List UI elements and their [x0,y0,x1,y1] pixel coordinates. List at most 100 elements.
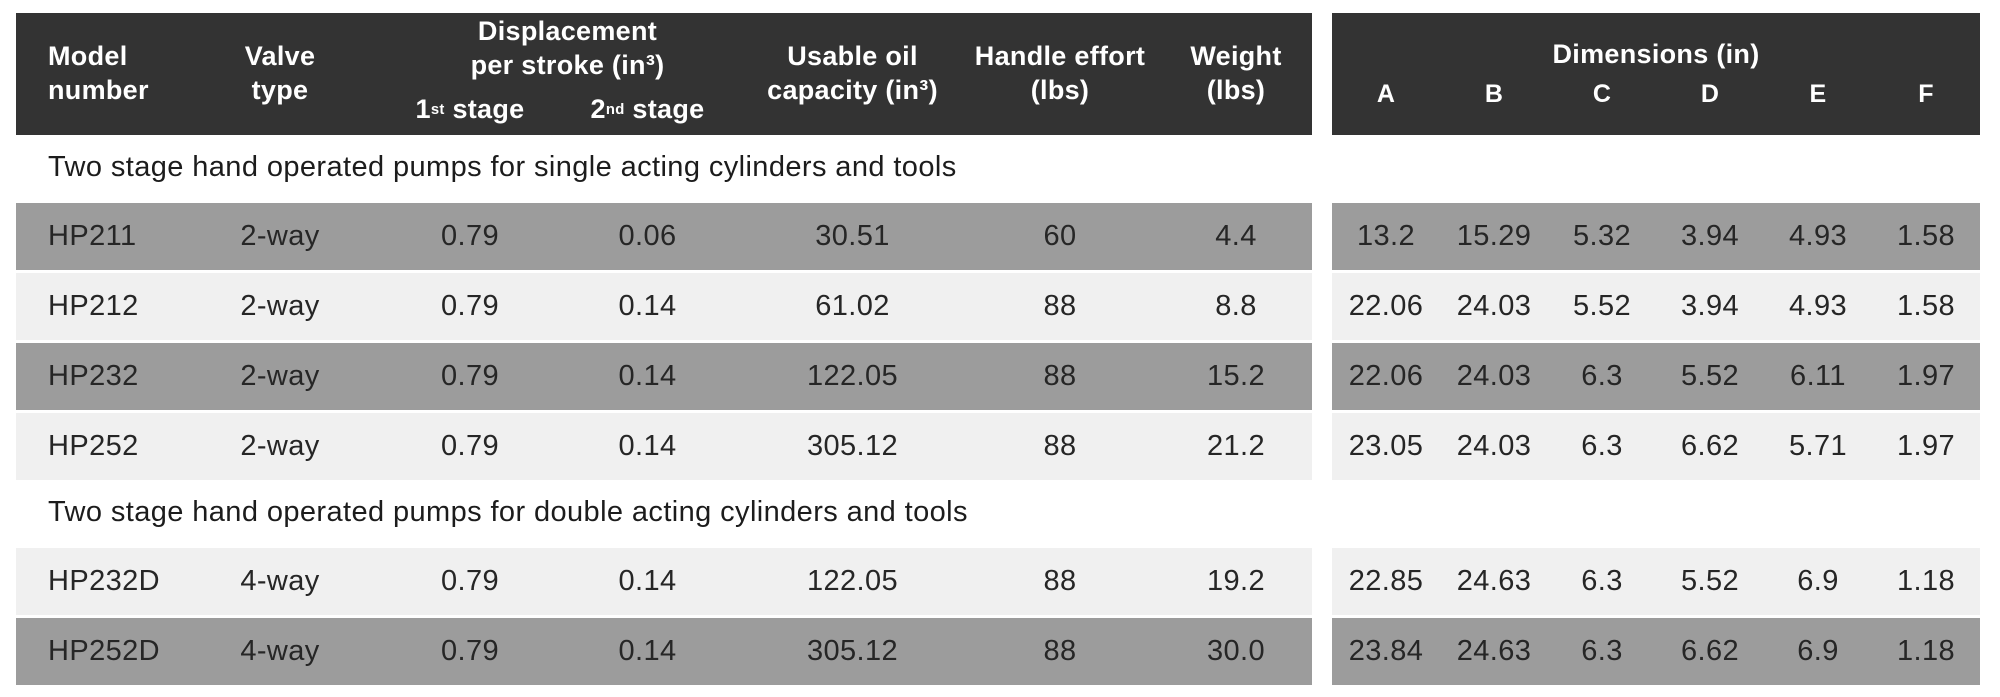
cell-dim-b: 24.63 [1440,618,1548,685]
cell-dim-a: 23.05 [1332,413,1440,480]
cell-weight: 8.8 [1160,273,1312,340]
cell-weight: 4.4 [1160,203,1312,270]
cell-capacity: 122.05 [745,548,960,615]
table-row: HP232 2-way 0.79 0.14 122.05 88 15.2 22.06 24.03… [16,343,1980,410]
section-title: Two stage hand operated pumps for single… [16,135,1980,200]
cell-dim-d: 3.94 [1656,203,1764,270]
cell-stage1: 0.79 [390,203,550,270]
cell-stage1: 0.79 [390,618,550,685]
cell-stage2: 0.06 [550,203,745,270]
cell-dim-d: 3.94 [1656,273,1764,340]
cell-stage1: 0.79 [390,343,550,410]
cell-effort: 88 [960,413,1160,480]
table-row: HP232D 4-way 0.79 0.14 122.05 88 19.2 22.85 24.6… [16,548,1980,615]
cell-dim-a: 22.85 [1332,548,1440,615]
cell-dim-b: 24.03 [1440,343,1548,410]
cell-capacity: 30.51 [745,203,960,270]
cell-stage2: 0.14 [550,273,745,340]
cell-valve-type: 4-way [170,548,390,615]
header-dim-letter: C [1592,80,1612,108]
header-dim-letter: A [1376,80,1396,108]
cell-stage1: 0.79 [390,413,550,480]
cell-capacity: 305.12 [745,618,960,685]
cell-model: HP211 [16,203,170,270]
header-dimension-letters: A B C D E F [1332,80,1980,109]
table-row: HP212 2-way 0.79 0.14 61.02 88 8.8 22.06 24.03 5.… [16,273,1980,340]
cell-model: HP252D [16,618,170,685]
header-dimensions-title: Dimensions (in) [1552,39,1760,69]
specs-header: Model number Valve type Displacement per… [16,13,1312,135]
cell-weight: 15.2 [1160,343,1312,410]
stage2-number: 2 [590,94,606,125]
cell-dim-a: 23.84 [1332,618,1440,685]
table-gap [1312,618,1332,685]
header-dim-letter: F [1918,80,1934,108]
table-body: Two stage hand operated pumps for single… [16,135,1980,685]
cell-effort: 88 [960,548,1160,615]
cell-valve-type: 2-way [170,413,390,480]
cell-dim-e: 4.93 [1764,273,1872,340]
header-weight: Weight (lbs) [1190,41,1282,105]
cell-valve-type: 4-way [170,618,390,685]
cell-dim-c: 5.52 [1548,273,1656,340]
cell-effort: 60 [960,203,1160,270]
header-valve-type: Valve type [244,41,316,105]
header-handle-effort: Handle effort (lbs) [974,41,1146,105]
cell-dim-c: 5.32 [1548,203,1656,270]
header-dim-letter: D [1700,80,1720,108]
cell-dim-a: 22.06 [1332,273,1440,340]
cell-dim-e: 6.11 [1764,343,1872,410]
cell-weight: 19.2 [1160,548,1312,615]
cell-stage1: 0.79 [390,273,550,340]
cell-dim-c: 6.3 [1548,343,1656,410]
header-model-number: Model number [48,41,149,105]
table-gap [1312,548,1332,615]
cell-model: HP232 [16,343,170,410]
cell-dim-f: 1.97 [1872,413,1980,480]
cell-model: HP212 [16,273,170,340]
cell-dim-f: 1.58 [1872,273,1980,340]
table-gap [1312,343,1332,410]
table-gap [1312,203,1332,270]
cell-dim-b: 24.03 [1440,273,1548,340]
cell-stage2: 0.14 [550,343,745,410]
cell-dim-c: 6.3 [1548,548,1656,615]
cell-dim-e: 6.9 [1764,618,1872,685]
cell-dim-b: 24.03 [1440,413,1548,480]
table-header: Model number Valve type Displacement per… [16,13,1980,135]
cell-dim-f: 1.18 [1872,618,1980,685]
cell-dim-e: 6.9 [1764,548,1872,615]
section-title: Two stage hand operated pumps for double… [16,480,1980,545]
cell-dim-d: 5.52 [1656,343,1764,410]
header-usable-oil-capacity: Usable oil capacity (in³) [767,41,938,105]
cell-effort: 88 [960,273,1160,340]
cell-stage1: 0.79 [390,548,550,615]
cell-dim-d: 6.62 [1656,618,1764,685]
table-gap [1312,13,1332,135]
cell-stage2: 0.14 [550,618,745,685]
cell-effort: 88 [960,618,1160,685]
cell-dim-b: 15.29 [1440,203,1548,270]
cell-dim-e: 4.93 [1764,203,1872,270]
cell-effort: 88 [960,343,1160,410]
dimensions-header: Dimensions (in) A B C D E F [1332,13,1980,135]
cell-stage2: 0.14 [550,548,745,615]
cell-model: HP232D [16,548,170,615]
cell-dim-a: 22.06 [1332,343,1440,410]
cell-valve-type: 2-way [170,343,390,410]
table-row: HP252D 4-way 0.79 0.14 305.12 88 30.0 23.84 24.6… [16,618,1980,685]
table-row: HP211 2-way 0.79 0.06 30.51 60 4.4 13.2 15.29 5.3… [16,203,1980,270]
stage1-number: 1 [415,94,431,125]
cell-capacity: 122.05 [745,343,960,410]
table-gap [1312,273,1332,340]
cell-capacity: 305.12 [745,413,960,480]
cell-dim-a: 13.2 [1332,203,1440,270]
cell-valve-type: 2-way [170,273,390,340]
cell-weight: 21.2 [1160,413,1312,480]
cell-dim-f: 1.18 [1872,548,1980,615]
cell-capacity: 61.02 [745,273,960,340]
